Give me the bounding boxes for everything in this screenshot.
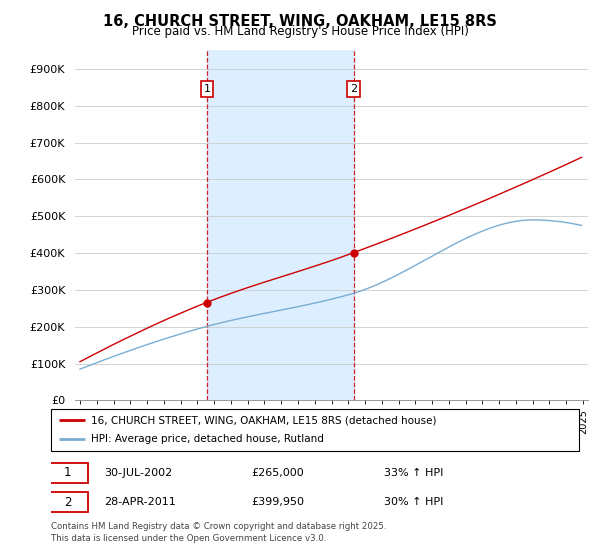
Bar [207, 50, 353, 400]
FancyBboxPatch shape [49, 492, 88, 512]
Text: HPI: Average price, detached house, Rutland: HPI: Average price, detached house, Rutl… [91, 435, 323, 445]
Text: Contains HM Land Registry data © Crown copyright and database right 2025.
This d: Contains HM Land Registry data © Crown c… [51, 522, 386, 543]
FancyBboxPatch shape [51, 409, 579, 451]
Text: 16, CHURCH STREET, WING, OAKHAM, LE15 8RS (detached house): 16, CHURCH STREET, WING, OAKHAM, LE15 8R… [91, 415, 436, 425]
Text: 30-JUL-2002: 30-JUL-2002 [104, 468, 172, 478]
Text: 28-APR-2011: 28-APR-2011 [104, 497, 176, 507]
Text: 1: 1 [64, 466, 71, 479]
Text: £399,950: £399,950 [251, 497, 305, 507]
Text: 2: 2 [64, 496, 71, 508]
Text: £265,000: £265,000 [251, 468, 304, 478]
Text: 30% ↑ HPI: 30% ↑ HPI [383, 497, 443, 507]
Text: 33% ↑ HPI: 33% ↑ HPI [383, 468, 443, 478]
Text: 2: 2 [350, 84, 357, 94]
Text: Price paid vs. HM Land Registry's House Price Index (HPI): Price paid vs. HM Land Registry's House … [131, 25, 469, 38]
Text: 16, CHURCH STREET, WING, OAKHAM, LE15 8RS: 16, CHURCH STREET, WING, OAKHAM, LE15 8R… [103, 14, 497, 29]
FancyBboxPatch shape [49, 463, 88, 483]
Text: 1: 1 [203, 84, 211, 94]
